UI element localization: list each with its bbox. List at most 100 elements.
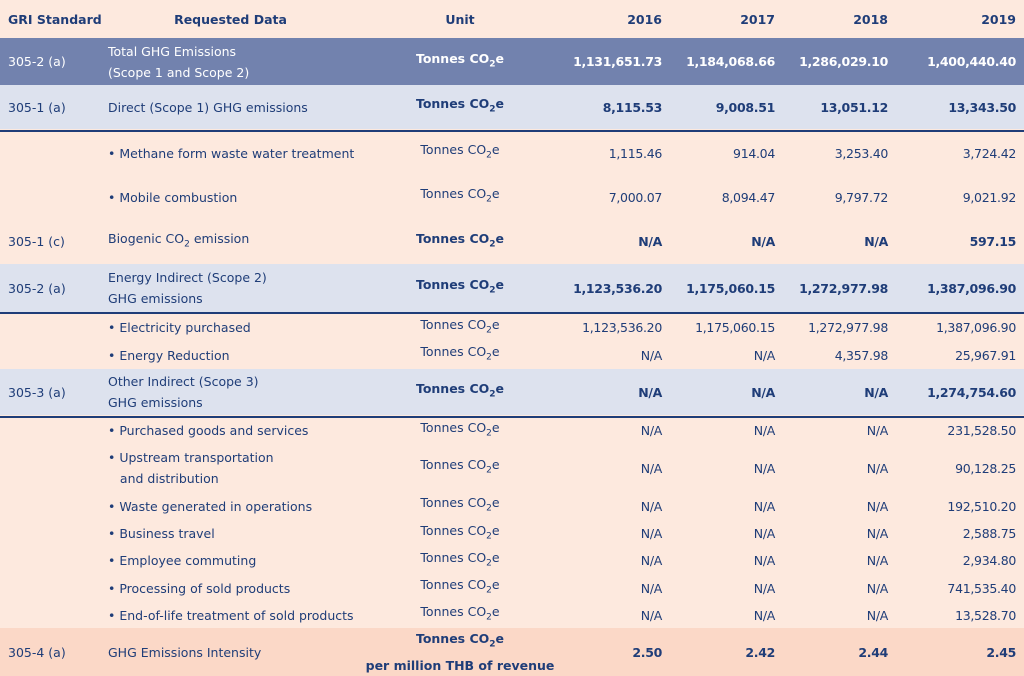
unit-subscript: 2 [489,389,496,400]
unit-text: Tonnes CO [415,630,490,646]
value-2016: 1,131,651.73 [573,54,662,69]
unit-suffix: e [495,381,505,397]
label-line: • Methane form waste water treatment [108,145,355,161]
unit-suffix: e [491,142,500,158]
label-line: • Purchased goods and services [108,423,309,438]
header-unit: Unit [445,11,475,27]
unit-cell: Tonnes CO2e [362,38,558,85]
label-line: • Waste generated in operations [108,498,313,514]
value-2017: N/A [753,607,776,623]
value-2019: 13,528.70 [955,607,1016,623]
unit-subscript: 2 [486,531,492,542]
table-row: • Purchased goods and services Tonnes CO2… [0,417,1024,444]
unit-subscript: 2 [486,503,492,514]
label-line: GHG emissions [108,395,203,410]
table-row: • Electricity purchased Tonnes CO2e 1,123,… [0,314,1024,341]
value-2019: 597.15 [969,234,1017,249]
value-2019: 3,724.42 [962,145,1017,161]
value-2018: 4,357.98 [834,347,889,363]
value-2018: 2.44 [858,644,888,660]
value-2016: N/A [640,526,663,541]
unit-lines: Tonnes CO2e [420,492,499,520]
table-row: 305-2 (a) Total GHG Emissions (Scope 1 and… [0,38,1024,85]
unit-lines: Tonnes CO2e [420,601,499,629]
gri-code [8,314,103,341]
value-2017: 1,175,060.15 [695,320,775,335]
unit-subscript: 2 [489,59,496,70]
label-lines: GHG Emissions Intensity [108,642,261,663]
requested-data-label: • End-of-life treatment of sold products [108,602,398,628]
value-2018: 1,272,977.98 [808,320,888,335]
label-line: • Employee commuting [108,553,257,568]
unit-subscript: 2 [486,585,492,596]
value-2016: 1,115.46 [608,145,663,161]
label-lines: Total GHG Emissions (Scope 1 and Scope 2) [108,41,249,83]
unit-suffix: e [491,495,500,511]
unit-text: Tonnes CO [420,316,487,332]
gri-code [8,417,103,444]
label-lines: Energy Indirect (Scope 2) GHG emissions [108,267,267,309]
unit-text: Tonnes CO [420,577,487,593]
unit-suffix: e [495,230,505,246]
gri-code: 305-2 (a) [8,54,66,69]
unit-lines: Tonnes CO2e [416,228,504,256]
value-2017: N/A [753,498,776,514]
value-2018: N/A [866,553,889,568]
requested-data-label: • Upstream transportation and distributi… [108,444,398,492]
value-2019: 2,588.75 [962,526,1017,541]
label-lines: • Employee commuting [108,550,256,571]
unit-subscript: 2 [486,465,492,476]
table-row: • Employee commuting Tonnes CO2e N/A N/A N/A… [0,547,1024,574]
unit-text: Tonnes CO [415,50,490,66]
unit-line: Tonnes CO2e [416,378,504,406]
label-lines: • Business travel [108,523,215,544]
label-lines: Other Indirect (Scope 3) GHG emissions [108,371,259,413]
value-2018: N/A [866,423,889,438]
unit-text: Tonnes CO [420,142,487,158]
gri-code: 305-4 (a) [8,644,66,660]
requested-data-label: Direct (Scope 1) GHG emissions [108,85,398,129]
label-line: and distribution [108,471,219,486]
unit-suffix: e [495,50,505,66]
unit-line: Tonnes CO2e [416,228,504,256]
table-row: • Mobile combustion Tonnes CO2e 7,000.07 8,… [0,175,1024,219]
header-2017: 2017 [740,11,775,27]
value-2018: N/A [866,498,889,514]
value-2018: N/A [864,384,888,400]
unit-text: Tonnes CO [420,186,487,202]
unit-text: Tonnes CO [420,344,487,360]
unit-subscript: 2 [486,352,492,363]
label-text: emission [189,230,250,246]
label-subscript: 2 [184,239,190,250]
section-divider [0,312,1024,314]
requested-data-label: • Methane form waste water treatment [108,131,398,175]
unit-lines: Tonnes CO2e [420,520,499,548]
unit-suffix: e [491,457,500,473]
label-line: • Mobile combustion [108,189,238,205]
header-2019: 2019 [981,11,1016,27]
value-2016: N/A [638,384,662,400]
value-2018: 13,051.12 [820,99,888,115]
unit-subscript: 2 [486,428,492,439]
unit-lines: Tonnes CO2e per million THB of revenue [366,628,555,676]
gri-code: 305-1 (a) [8,99,66,115]
unit-text: Tonnes CO [420,549,487,565]
requested-data-label: GHG Emissions Intensity [108,628,398,676]
gri-code [8,520,103,547]
unit-text: Tonnes CO [420,495,487,511]
table-row: • Processing of sold products Tonnes CO2e… [0,574,1024,602]
unit-lines: Tonnes CO2e [420,139,499,167]
value-2016: 8,115.53 [602,99,663,115]
gri-code: 305-3 (a) [8,384,66,400]
unit-line: Tonnes CO2e [420,341,499,369]
requested-data-label: • Business travel [108,520,398,547]
unit-text: Tonnes CO [420,522,487,538]
table-row: • Energy Reduction Tonnes CO2e N/A N/A 4,357… [0,341,1024,369]
unit-subscript: 2 [486,612,492,623]
unit-suffix: e [491,316,500,332]
unit-lines: Tonnes CO2e [420,547,499,575]
unit-subscript: 2 [486,325,492,336]
unit-cell: Tonnes CO2e [362,131,558,175]
label-line: • Business travel [108,526,215,541]
unit-line: Tonnes CO2e [420,574,499,602]
